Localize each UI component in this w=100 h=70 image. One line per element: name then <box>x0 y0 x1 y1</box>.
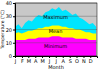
x-tick: M <box>27 56 31 64</box>
tick-label: M <box>40 58 44 64</box>
tick-label: J <box>14 58 16 64</box>
plot-background <box>15 3 97 56</box>
y-tick: 40 <box>6 0 15 6</box>
x-tick: M <box>40 56 44 64</box>
tick-label: M <box>27 58 31 64</box>
y-tick: 10 <box>6 40 15 46</box>
x-axis: JFMAMJJASOND <box>14 56 98 64</box>
x-tick: D <box>89 56 93 64</box>
tick-label: F <box>21 58 24 64</box>
x-tick: N <box>82 56 86 64</box>
tick-mark <box>13 43 15 44</box>
tick-mark <box>13 30 15 31</box>
x-tick: O <box>75 56 79 64</box>
x-tick: J <box>48 56 50 64</box>
tick-label: 0 <box>9 53 12 59</box>
series-label: Mean <box>49 28 63 34</box>
x-tick: J <box>14 56 16 64</box>
tick-label: N <box>82 58 86 64</box>
plot: MaximumMeanMinimum010203040JFMAMJJASOND <box>6 0 98 63</box>
tick-mark <box>13 16 15 17</box>
series-area <box>15 36 96 56</box>
marks <box>15 7 96 56</box>
x-tick: F <box>21 56 24 64</box>
x-tick: A <box>34 56 38 64</box>
plot-frame <box>15 3 97 56</box>
x-axis-title: Month <box>48 64 64 70</box>
tick-label: O <box>75 58 79 64</box>
tick-label: 40 <box>6 0 12 6</box>
tick-label: D <box>89 58 93 64</box>
tick-mark <box>13 3 15 4</box>
tick-label: 10 <box>6 40 12 46</box>
tick-label: A <box>34 58 38 64</box>
series-area <box>15 7 96 56</box>
x-tick: J <box>55 56 57 64</box>
series-label: Minimum <box>44 43 67 49</box>
chart: MaximumMeanMinimum010203040JFMAMJJASONDT… <box>0 0 100 70</box>
y-axis-title: Temperature (°C) <box>0 10 5 50</box>
x-tick: S <box>69 56 72 64</box>
y-tick: 30 <box>6 13 15 19</box>
y-axis: 0 10 20 30 40 <box>6 0 16 59</box>
series-area <box>15 26 96 56</box>
tick-label: 20 <box>6 27 12 33</box>
x-tick: A <box>62 56 66 64</box>
tick-label: 30 <box>6 13 12 19</box>
tick-label: S <box>69 58 72 64</box>
y-tick: 20 <box>6 27 15 33</box>
grid <box>15 3 97 56</box>
series-label: Maximum <box>43 14 68 20</box>
